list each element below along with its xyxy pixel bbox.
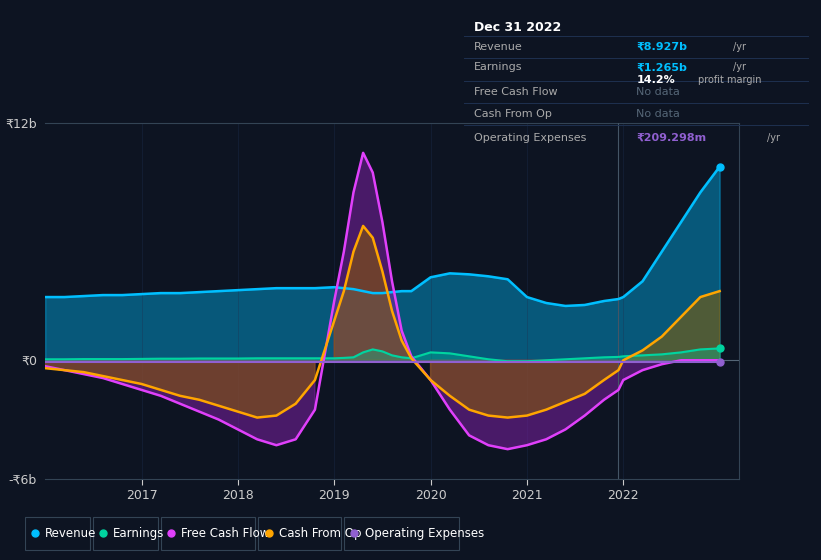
Text: Free Cash Flow: Free Cash Flow bbox=[181, 527, 269, 540]
Text: No data: No data bbox=[636, 109, 680, 119]
Text: Cash From Op: Cash From Op bbox=[475, 109, 552, 119]
Text: Dec 31 2022: Dec 31 2022 bbox=[475, 21, 562, 34]
Text: ₹1.265b: ₹1.265b bbox=[636, 62, 687, 72]
Text: Operating Expenses: Operating Expenses bbox=[365, 527, 484, 540]
Text: ₹8.927b: ₹8.927b bbox=[636, 42, 687, 52]
Text: Cash From Op: Cash From Op bbox=[279, 527, 361, 540]
Text: Revenue: Revenue bbox=[45, 527, 97, 540]
Text: /yr: /yr bbox=[768, 133, 780, 143]
Text: Earnings: Earnings bbox=[113, 527, 165, 540]
Text: Operating Expenses: Operating Expenses bbox=[475, 133, 586, 143]
Text: Earnings: Earnings bbox=[475, 62, 523, 72]
Text: /yr: /yr bbox=[733, 62, 745, 72]
Text: Revenue: Revenue bbox=[475, 42, 523, 52]
Text: /yr: /yr bbox=[733, 42, 745, 52]
Text: profit margin: profit margin bbox=[699, 76, 762, 85]
Text: No data: No data bbox=[636, 87, 680, 97]
Text: ₹209.298m: ₹209.298m bbox=[636, 133, 706, 143]
Text: 14.2%: 14.2% bbox=[636, 76, 675, 85]
Text: Free Cash Flow: Free Cash Flow bbox=[475, 87, 557, 97]
